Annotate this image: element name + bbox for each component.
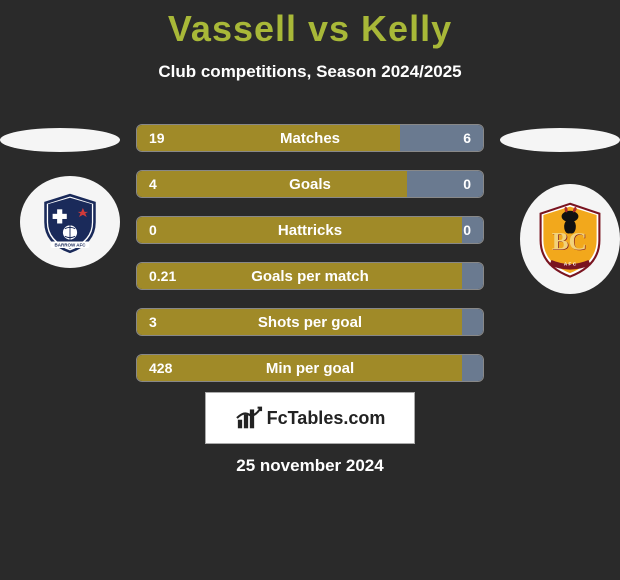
stat-left-value: 0.21 [137, 263, 462, 289]
shield-icon: BARROW AFC [35, 190, 105, 254]
stat-row: 428Min per goal [136, 354, 484, 382]
subtitle: Club competitions, Season 2024/2025 [0, 62, 620, 82]
stat-left-value: 3 [137, 309, 462, 335]
stat-row: 00Hattricks [136, 216, 484, 244]
svg-text:A F C: A F C [564, 261, 577, 267]
stat-right-value: 0 [462, 217, 483, 243]
fctables-badge[interactable]: FcTables.com [205, 392, 415, 444]
bars-icon [235, 406, 263, 430]
date-label: 25 november 2024 [0, 456, 620, 476]
stat-row: 40Goals [136, 170, 484, 198]
player-photo-right [500, 128, 620, 152]
club-logo-left: BARROW AFC [20, 176, 120, 268]
svg-text:BARROW AFC: BARROW AFC [54, 242, 86, 247]
page-title: Vassell vs Kelly [0, 0, 620, 50]
stat-row: 3Shots per goal [136, 308, 484, 336]
stat-right-value [462, 355, 483, 381]
svg-text:BC: BC [552, 228, 587, 255]
stat-right-value: 0 [407, 171, 483, 197]
stat-left-value: 4 [137, 171, 407, 197]
club-logo-right: BC BC A F C [520, 184, 620, 294]
fctables-label: FcTables.com [267, 408, 386, 429]
stat-left-value: 0 [137, 217, 462, 243]
stat-right-value [462, 263, 483, 289]
stats-bars: 196Matches 40Goals 00Hattricks 0.21Goals pe… [136, 124, 484, 400]
stat-right-value: 6 [400, 125, 483, 151]
player-photo-left [0, 128, 120, 152]
stat-right-value [462, 309, 483, 335]
crest-icon: BC BC A F C [535, 201, 605, 278]
stat-left-value: 428 [137, 355, 462, 381]
stat-row: 196Matches [136, 124, 484, 152]
stat-left-value: 19 [137, 125, 400, 151]
stat-row: 0.21Goals per match [136, 262, 484, 290]
